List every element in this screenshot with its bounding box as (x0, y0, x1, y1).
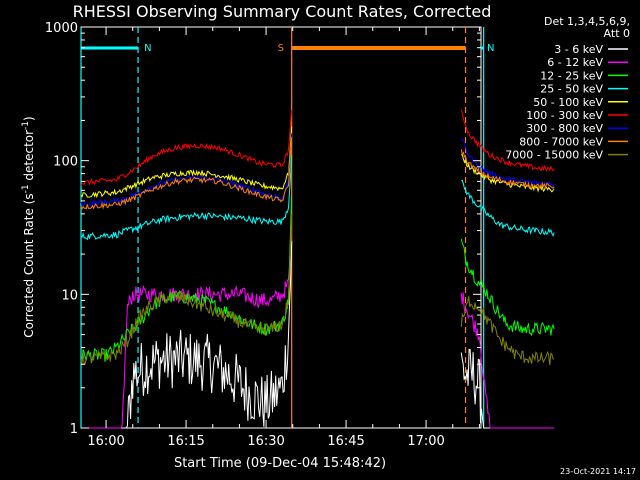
series-line-8 (460, 149, 555, 190)
series-line-8 (80, 137, 293, 210)
chart-title: RHESSI Observing Summary Count Rates, Co… (73, 2, 492, 21)
legend-label: 800 - 7000 keV (519, 135, 603, 148)
x-tick-label: 16:00 (87, 434, 124, 449)
axis-layer: 16:00 16:15 16:30 16:45 17:00 1 10 100 1000 (45, 21, 481, 449)
legend-label: 300 - 800 keV (526, 122, 603, 135)
series-line-3 (460, 238, 555, 337)
series-line-6 (460, 109, 555, 173)
flag-label: N (144, 43, 151, 54)
legend-label: 50 - 100 keV (533, 96, 603, 109)
x-tick-label: 16:15 (167, 434, 204, 449)
legend-label: 100 - 300 keV (526, 109, 603, 122)
y-tick-label: 1000 (45, 21, 78, 36)
legend-label: 3 - 6 keV (554, 43, 603, 56)
series-line-6 (80, 109, 293, 186)
x-axis-label: Start Time (09-Dec-04 15:48:42) (174, 456, 386, 471)
legend-header-line-2: Att 0 (604, 27, 630, 40)
series-line-4 (80, 155, 293, 241)
flag-label: N (487, 43, 494, 54)
x-tick-label: 17:00 (407, 434, 444, 449)
series-line-4 (461, 179, 555, 237)
series-layer (80, 109, 555, 429)
legend-label: 7000 - 15000 keV (505, 149, 603, 162)
series-line-5 (80, 126, 293, 199)
series-line-2 (81, 230, 293, 429)
legend-label: 12 - 25 keV (540, 69, 603, 82)
x-tick-label: 16:30 (247, 434, 284, 449)
legend-label: 6 - 12 keV (547, 56, 603, 69)
legend-header-line-1: Det 1,3,4,5,6,9, (544, 15, 630, 28)
series-line-5 (460, 153, 555, 193)
series-line-9 (460, 295, 555, 365)
series-line-9 (80, 213, 293, 365)
series-line-7 (460, 138, 555, 188)
y-tick-label: 10 (61, 288, 78, 303)
y-axis-label: Corrected Count Rate (s-1 detector-1) (21, 116, 36, 337)
y-tick-label: 1 (70, 422, 78, 437)
x-tick-label: 16:45 (327, 434, 364, 449)
series-line-2 (460, 292, 555, 429)
legend-label: 25 - 50 keV (540, 83, 603, 96)
flag-label: S (278, 43, 284, 54)
y-tick-label: 100 (53, 155, 78, 170)
footer-date: 23-Oct-2021 14:17 (560, 467, 636, 476)
